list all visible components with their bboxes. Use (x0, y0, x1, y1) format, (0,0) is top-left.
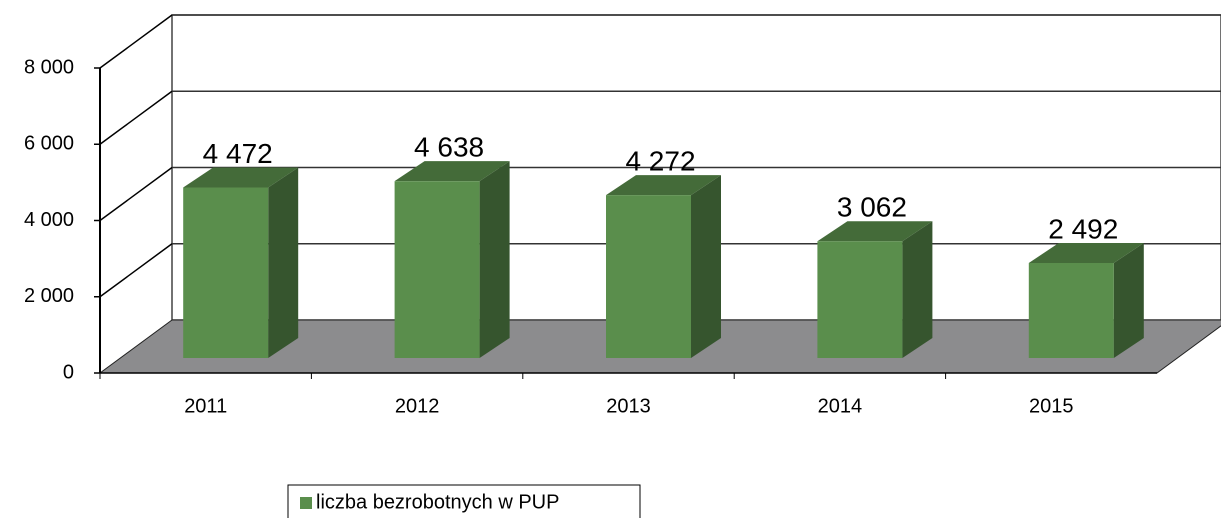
value-label: 2 492 (1048, 213, 1118, 244)
grid-line (99, 14, 173, 69)
bar-side (268, 167, 299, 358)
legend-swatch (300, 497, 312, 509)
x-tick-label: 2012 (395, 395, 440, 417)
x-tick-label: 2013 (606, 395, 651, 417)
y-tick-label: 4 000 (24, 209, 74, 231)
value-label: 4 472 (203, 138, 273, 169)
value-label: 4 272 (625, 146, 695, 177)
bar (1028, 262, 1114, 358)
legend-box (287, 484, 641, 518)
y-tick-label: 8 000 (24, 56, 74, 78)
bar (394, 181, 480, 358)
y-tick-label: 2 000 (24, 285, 74, 307)
y-tick-label: 6 000 (24, 133, 74, 155)
bar (817, 241, 903, 358)
x-tick-label: 2014 (818, 395, 863, 417)
bar-side (902, 221, 933, 358)
bar-side (479, 161, 510, 358)
value-label: 3 062 (837, 192, 907, 223)
bar-side (691, 175, 721, 358)
grid-line (99, 243, 173, 298)
bar-top (1028, 242, 1144, 263)
x-tick-label: 2011 (184, 395, 227, 417)
bar (183, 187, 269, 358)
value-label: 4 638 (414, 132, 484, 163)
grid-line (99, 90, 173, 145)
bar (606, 195, 691, 358)
bar-top (817, 221, 933, 242)
bar-top (606, 175, 721, 196)
y-tick-label: 0 (63, 361, 74, 383)
legend-label: liczba bezrobotnych w PUP (316, 491, 559, 513)
grid-line (99, 166, 173, 222)
bar-side (1113, 242, 1144, 358)
bar-top (183, 167, 299, 188)
bar-top (394, 161, 510, 182)
x-tick-label: 2015 (1029, 395, 1074, 417)
